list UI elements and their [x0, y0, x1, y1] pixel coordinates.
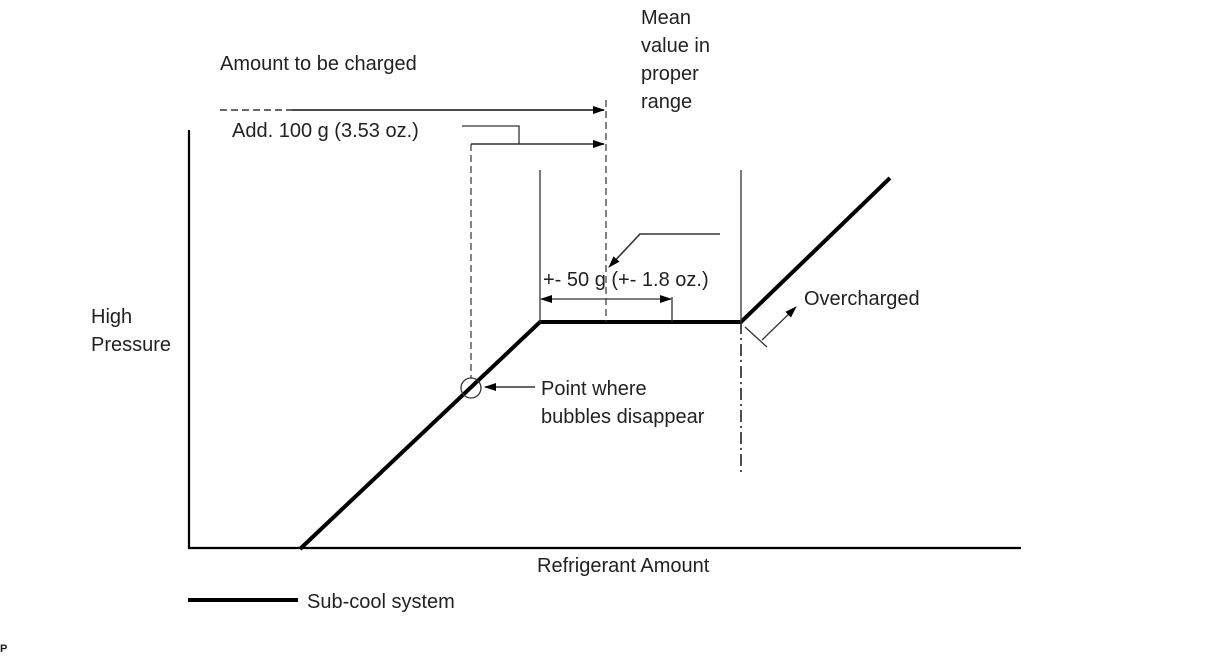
mean-value-label-2: value in: [641, 35, 710, 57]
legend-sub-cool-label: Sub-cool system: [307, 591, 455, 613]
mean-value-label-1: Mean: [641, 7, 691, 29]
y-axis-label-1: High: [91, 306, 132, 328]
bubbles-point-label-2: bubbles disappear: [541, 406, 705, 428]
mean-value-label-4: range: [641, 91, 692, 113]
overcharged-arrow: [761, 306, 797, 341]
overcharged-label: Overcharged: [804, 288, 920, 310]
sub-cool-curve: [298, 176, 892, 551]
tolerance-label: +- 50 g (+- 1.8 oz.): [543, 269, 709, 291]
add-leader: [462, 125, 520, 144]
y-axis-label-2: Pressure: [91, 334, 171, 356]
add-amount-label: Add. 100 g (3.53 oz.): [232, 120, 419, 142]
bubbles-point-marker: [460, 377, 482, 399]
bubbles-point-label-1: Point where: [541, 378, 647, 400]
mean-value-label-3: proper: [641, 63, 699, 85]
x-axis-label: Refrigerant Amount: [537, 555, 710, 577]
amount-to-be-charged-label: Amount to be charged: [220, 53, 417, 75]
mean-pointer-arrow: [608, 233, 720, 268]
corner-mark: P: [0, 643, 7, 655]
overcharged-tick: [744, 326, 768, 348]
